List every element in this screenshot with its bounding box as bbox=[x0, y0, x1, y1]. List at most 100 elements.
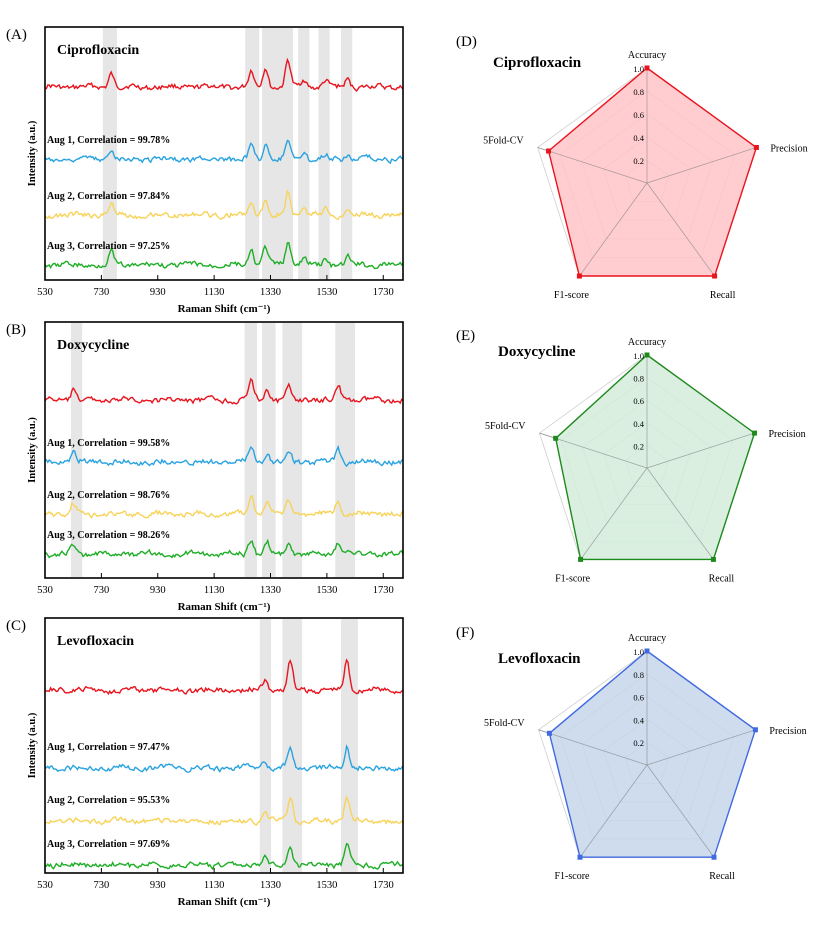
spectrum-line-2 bbox=[44, 795, 404, 826]
radar-spoke-overlay bbox=[646, 147, 757, 184]
radar-axis-label: Recall bbox=[709, 573, 735, 584]
spectrum-line-3 bbox=[44, 842, 404, 871]
radar-point bbox=[576, 273, 582, 279]
aug-label: Aug 1, Correlation = 99.78% bbox=[47, 135, 170, 146]
radar-point bbox=[546, 148, 552, 154]
radar-point bbox=[578, 556, 584, 562]
radar-tick-label: 0.6 bbox=[633, 693, 644, 703]
x-axis-label: Raman Shift (cm⁻¹) bbox=[178, 303, 271, 315]
radar-axis-label: 5Fold-CV bbox=[483, 135, 524, 146]
radar-spoke-overlay bbox=[646, 764, 715, 858]
x-tick-label: 1530 bbox=[316, 880, 337, 891]
radar-data-area bbox=[547, 67, 758, 277]
spectrum-line-0 bbox=[45, 658, 404, 696]
highlight-band bbox=[245, 28, 260, 279]
aug-label: Aug 2, Correlation = 97.84% bbox=[47, 191, 170, 202]
radar-spoke-overlay bbox=[580, 467, 648, 560]
x-axis-label: Raman Shift (cm⁻¹) bbox=[178, 601, 271, 613]
x-tick-label: 1730 bbox=[373, 287, 394, 298]
radar-tick-label: 1.0 bbox=[633, 64, 644, 74]
radar-axis-label: 5Fold-CV bbox=[484, 718, 525, 729]
panel-label: (B) bbox=[6, 322, 26, 338]
drug-title: Levofloxacin bbox=[57, 634, 134, 649]
radar-point bbox=[644, 648, 650, 654]
radar-tick-label: 0.8 bbox=[633, 374, 644, 384]
drug-title: Doxycycline bbox=[498, 344, 576, 360]
radar-axis-label: Precision bbox=[769, 726, 806, 737]
plot-frame bbox=[44, 26, 404, 281]
raman-panel-0: 530 730 930 1130 1330 1530 1730 (A) Ciprofloxaci… bbox=[6, 26, 404, 315]
y-axis-label: Intensity (a.u.) bbox=[27, 712, 38, 778]
radar-data-area bbox=[554, 354, 756, 561]
y-axis-label: Intensity (a.u.) bbox=[27, 417, 38, 483]
x-tick-label: 530 bbox=[37, 585, 53, 596]
radar-axis-label: F1-score bbox=[554, 871, 590, 882]
aug-label: Aug 1, Correlation = 97.47% bbox=[47, 742, 170, 753]
radar-spoke-overlay bbox=[646, 729, 756, 766]
x-tick-label: 1330 bbox=[260, 585, 281, 596]
x-tick-label: 1330 bbox=[260, 880, 281, 891]
radar-spoke-overlay bbox=[646, 467, 714, 560]
x-tick-label: 1130 bbox=[204, 880, 225, 891]
radar-tick-label: 0.4 bbox=[633, 715, 644, 725]
highlight-band bbox=[262, 323, 276, 577]
radar-axis-label: Recall bbox=[709, 871, 735, 882]
spectrum-line-2 bbox=[44, 189, 404, 221]
radar-spoke-overlay bbox=[579, 764, 648, 858]
radar-tick-label: 0.2 bbox=[633, 441, 644, 451]
radar-axis-label: Accuracy bbox=[628, 337, 666, 348]
spectrum-line-0 bbox=[44, 57, 404, 92]
radar-spoke-overlay bbox=[646, 432, 755, 469]
highlight-band bbox=[282, 619, 303, 872]
radar-tick-label: 0.8 bbox=[633, 87, 644, 97]
x-tick-label: 730 bbox=[94, 287, 110, 298]
radar-tick-label: 0.4 bbox=[633, 419, 644, 429]
radar-point bbox=[577, 854, 583, 860]
x-tick-label: 1130 bbox=[204, 287, 225, 298]
aug-label: Aug 1, Correlation = 99.58% bbox=[47, 438, 170, 449]
radar-tick-label: 0.4 bbox=[633, 133, 644, 143]
x-axis-label: Raman Shift (cm⁻¹) bbox=[178, 896, 271, 908]
spectrum-line-3 bbox=[44, 242, 404, 270]
radar-tick-label: 0.6 bbox=[633, 110, 644, 120]
panel-label: (D) bbox=[456, 34, 477, 50]
spectrum-line-1 bbox=[44, 444, 403, 468]
plot-frame bbox=[44, 321, 404, 579]
x-tick-label: 930 bbox=[150, 880, 166, 891]
x-tick-label: 530 bbox=[37, 287, 53, 298]
radar-spoke-overlay bbox=[646, 182, 715, 277]
x-tick-label: 1330 bbox=[260, 287, 281, 298]
panel-label: (A) bbox=[6, 27, 27, 43]
aug-label: Aug 3, Correlation = 97.25% bbox=[47, 241, 170, 252]
radar-spoke-overlay bbox=[538, 729, 648, 766]
highlight-band bbox=[244, 323, 257, 577]
radar-point bbox=[644, 352, 650, 358]
radar-spoke-overlay bbox=[537, 147, 648, 184]
raman-panel-2: 530 730 930 1130 1330 1530 1730 (C) Levofloxacin… bbox=[6, 617, 404, 908]
radar-tick-label: 1.0 bbox=[633, 647, 644, 657]
spectrum-line-0 bbox=[44, 377, 404, 405]
x-tick-label: 1530 bbox=[316, 287, 337, 298]
aug-label: Aug 3, Correlation = 98.26% bbox=[47, 530, 170, 541]
drug-title: Levofloxacin bbox=[498, 651, 581, 667]
y-axis-label: Intensity (a.u.) bbox=[27, 120, 38, 186]
radar-tick-label: 0.8 bbox=[633, 670, 644, 680]
highlight-band bbox=[262, 28, 294, 279]
radar-spoke-overlay bbox=[579, 182, 648, 277]
panel-label: (C) bbox=[6, 618, 26, 634]
radar-point bbox=[553, 435, 559, 441]
highlight-band bbox=[318, 28, 330, 279]
aug-label: Aug 2, Correlation = 95.53% bbox=[47, 795, 170, 806]
radar-axis-label: Precision bbox=[770, 143, 807, 154]
radar-axis-label: F1-score bbox=[554, 290, 590, 301]
drug-title: Ciprofloxacin bbox=[493, 55, 582, 71]
x-tick-label: 1730 bbox=[373, 880, 394, 891]
radar-tick-label: 0.2 bbox=[633, 156, 644, 166]
radar-point bbox=[711, 854, 717, 860]
highlight-band bbox=[259, 619, 272, 872]
x-tick-label: 930 bbox=[150, 287, 166, 298]
radar-point bbox=[546, 730, 552, 736]
panel-label: (E) bbox=[456, 328, 475, 344]
radar-axis-label: Precision bbox=[768, 429, 805, 440]
